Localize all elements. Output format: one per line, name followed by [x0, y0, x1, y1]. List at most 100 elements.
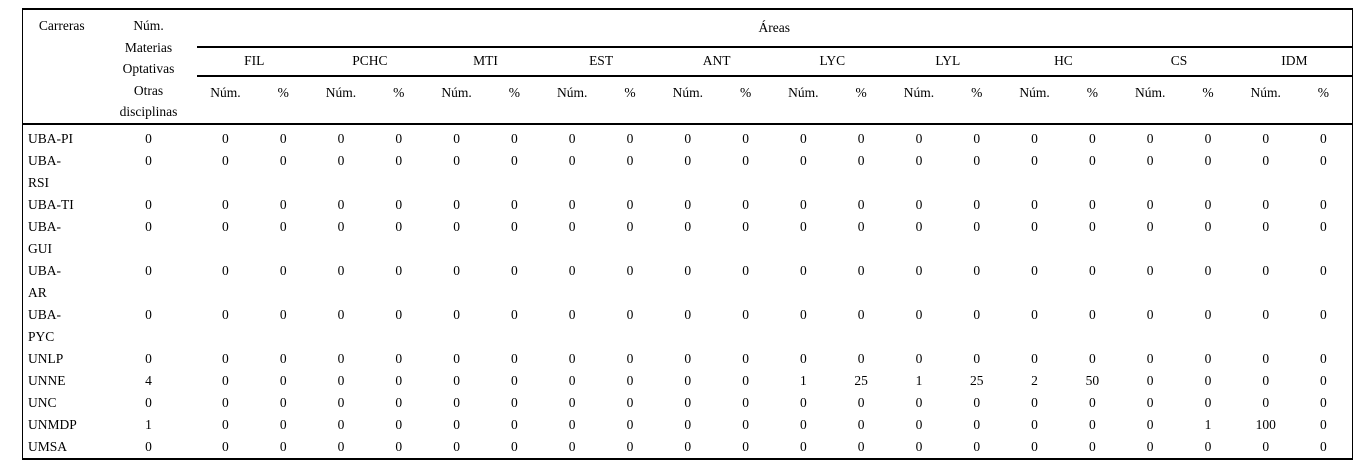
- cs-pct-value: 0: [1204, 152, 1212, 168]
- mti-num-value: 0: [453, 152, 460, 168]
- pchc-pct-value: 0: [395, 372, 403, 388]
- est-num-value: 0: [568, 416, 576, 432]
- fil-num-value: 0: [222, 196, 229, 212]
- hc-pct-value: 0: [1088, 262, 1096, 278]
- idm-pct-value: 0: [1319, 438, 1327, 454]
- ant-pct-value: 0: [742, 306, 749, 322]
- hc-pct-value: 0: [1088, 394, 1096, 410]
- pchc-pct-value: 0: [395, 438, 403, 454]
- cs-pct-value: 0: [1204, 196, 1212, 212]
- column-header-areas: Áreas: [196, 9, 1353, 49]
- fil-pct-value: 0: [279, 196, 287, 212]
- pchc-num-value: 0: [337, 262, 345, 278]
- hc-pct-value: 0: [1088, 152, 1096, 168]
- lyc-pct-value: 0: [857, 306, 865, 322]
- num-materias-optativas-value: 0: [145, 438, 152, 454]
- idm-num-value: 100: [1255, 416, 1276, 432]
- num-materias-optativas-value: 4: [145, 372, 152, 388]
- mti-pct-value: 0: [511, 262, 518, 278]
- lyl-pct-value: 0: [973, 350, 981, 366]
- hc-num-value: 0: [1031, 262, 1038, 278]
- mti-pct-value: 0: [511, 372, 518, 388]
- fil-pct-value: 0: [279, 152, 287, 168]
- num-subheader-ant: Núm.: [658, 76, 717, 125]
- hc-num-value: 0: [1031, 152, 1038, 168]
- idm-pct-value: 0: [1319, 130, 1327, 146]
- area-group-header-ant: ANT: [658, 47, 775, 78]
- career-label: UNC: [28, 394, 57, 410]
- hc-num-value: 0: [1031, 218, 1038, 234]
- pchc-num-value: 0: [337, 306, 345, 322]
- pchc-num-value: 0: [337, 394, 345, 410]
- career-label: UBA-TI: [28, 196, 74, 212]
- pchc-num-value: 0: [337, 218, 345, 234]
- mti-num-value: 0: [453, 262, 460, 278]
- idm-pct-value: 0: [1319, 152, 1327, 168]
- lyc-pct-value: 0: [857, 438, 865, 454]
- ant-pct-value: 0: [742, 350, 749, 366]
- idm-num-value: 0: [1262, 262, 1270, 278]
- document-page: Carreras Núm. Materias Optativas Otras d…: [0, 8, 1363, 471]
- lyl-num-value: 0: [915, 262, 923, 278]
- career-label: UBA- PYC: [28, 306, 61, 344]
- cs-num-value: 0: [1146, 306, 1154, 322]
- num-materias-optativas-value: 0: [145, 306, 152, 322]
- area-group-header-lyl: LYL: [890, 47, 1006, 78]
- hc-pct-value: 50: [1085, 372, 1100, 388]
- idm-pct-value: 0: [1319, 416, 1327, 432]
- lyc-num-value: 0: [799, 438, 807, 454]
- hc-num-value: 0: [1031, 196, 1038, 212]
- hc-pct-value: 0: [1088, 218, 1096, 234]
- ant-num-value: 0: [684, 438, 692, 454]
- lyl-num-value: 0: [915, 394, 923, 410]
- lyl-num-value: 0: [915, 196, 923, 212]
- ant-pct-value: 0: [742, 130, 749, 146]
- lyc-num-value: 0: [799, 394, 807, 410]
- column-header-carreras: Carreras: [22, 9, 101, 125]
- fil-pct-value: 0: [279, 262, 287, 278]
- mti-pct-value: 0: [511, 394, 518, 410]
- mti-pct-value: 0: [511, 152, 518, 168]
- idm-pct-value: 0: [1319, 218, 1327, 234]
- num-materias-optativas-value: 1: [145, 416, 152, 432]
- area-group-header-cs: CS: [1121, 47, 1237, 78]
- fil-pct-value: 0: [279, 372, 287, 388]
- est-num-value: 0: [568, 372, 576, 388]
- lyl-pct-value: 0: [973, 394, 981, 410]
- est-num-value: 0: [568, 196, 576, 212]
- num-subheader-est: Núm.: [543, 76, 602, 125]
- ant-num-value: 0: [684, 416, 692, 432]
- cs-pct-value: 0: [1204, 394, 1212, 410]
- lyc-num-value: 1: [799, 372, 807, 388]
- idm-num-value: 0: [1262, 130, 1270, 146]
- lyl-pct-value: 25: [970, 372, 984, 388]
- lyl-num-value: 0: [915, 130, 923, 146]
- est-num-value: 0: [568, 394, 576, 410]
- cs-num-value: 0: [1146, 130, 1154, 146]
- table-row-umsa: UMSA 0 0 0 0 0 0 0 0 0 0 0 0 0 0 0 0 0 0 0 0 0: [23, 436, 1353, 459]
- ant-pct-value: 0: [742, 196, 749, 212]
- hc-num-value: 0: [1031, 130, 1038, 146]
- lyl-pct-value: 0: [973, 130, 981, 146]
- ant-num-value: 0: [684, 306, 692, 322]
- ant-pct-value: 0: [742, 394, 749, 410]
- table-row-uba-pyc: UBA- PYC 0 0 0 0 0 0 0 0 0 0 0 0 0 0 0 0 0 0 0 0 0: [23, 304, 1353, 348]
- lyl-pct-value: 0: [973, 152, 981, 168]
- area-group-header-idm: IDM: [1236, 47, 1353, 78]
- est-pct-value: 0: [626, 416, 634, 432]
- cs-num-value: 0: [1146, 372, 1154, 388]
- table-row-uba-gui: UBA- GUI 0 0 0 0 0 0 0 0 0 0 0 0 0 0 0 0 0 0 0 0 0: [23, 216, 1353, 260]
- pct-subheader-pchc: %: [369, 76, 428, 125]
- fil-num-value: 0: [222, 218, 229, 234]
- lyc-num-value: 0: [799, 306, 807, 322]
- fil-num-value: 0: [222, 306, 229, 322]
- lyl-pct-value: 0: [973, 306, 981, 322]
- column-header-num-materias-optativas: Núm. Materias Optativas Otras disciplina…: [100, 9, 197, 125]
- est-num-value: 0: [568, 306, 576, 322]
- area-group-header-fil: FIL: [196, 47, 313, 78]
- mti-pct-value: 0: [511, 306, 518, 322]
- pct-subheader-lyl: %: [947, 76, 1006, 125]
- idm-pct-value: 0: [1319, 196, 1327, 212]
- hc-num-value: 0: [1031, 394, 1038, 410]
- hc-num-value: 0: [1031, 438, 1038, 454]
